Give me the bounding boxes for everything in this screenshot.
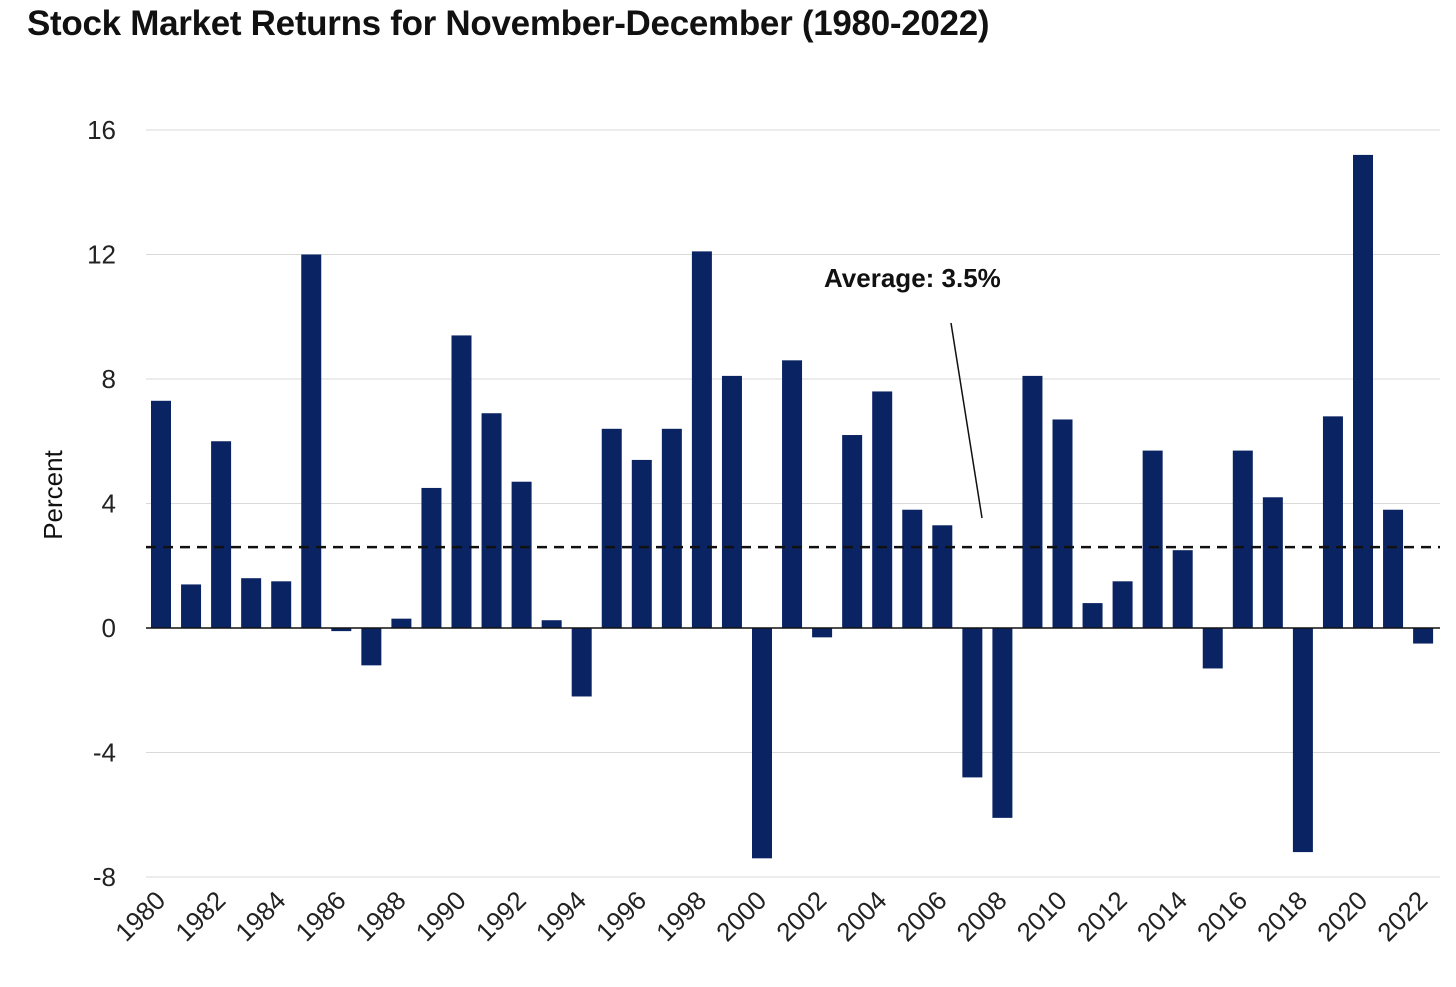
bar-1989 [421, 487, 442, 628]
x-tick-label: 1988 [350, 885, 412, 947]
bar-2007 [962, 628, 983, 778]
bar-2020 [1353, 154, 1373, 628]
bar-1992 [511, 481, 532, 628]
x-axis-ticks: 1980198219841986198819901992199419961998… [109, 885, 1433, 947]
bar-1994 [571, 628, 592, 697]
bar-2021 [1383, 509, 1404, 628]
y-tick-label: -8 [93, 862, 116, 892]
x-tick-label: 1982 [169, 885, 231, 947]
bar-2000 [752, 628, 772, 859]
x-tick-label: 2014 [1131, 885, 1193, 947]
y-tick-label: -4 [93, 738, 116, 768]
annotation-leader-line [950, 322, 983, 519]
bar-1996 [631, 459, 652, 628]
y-tick-label: 8 [102, 364, 116, 394]
bar-2015 [1202, 628, 1223, 669]
bar-2022 [1413, 628, 1434, 644]
bar-2014 [1172, 550, 1193, 628]
bar-1987 [361, 628, 382, 666]
x-tick-label: 2018 [1251, 885, 1313, 947]
y-axis-label: Percent [38, 449, 68, 539]
bar-1983 [241, 578, 262, 628]
x-tick-label: 2002 [770, 885, 832, 947]
x-tick-label: 1998 [650, 885, 712, 947]
x-tick-label: 2012 [1071, 885, 1133, 947]
x-tick-label: 2000 [710, 885, 772, 947]
bar-1980 [151, 400, 171, 628]
bar-2006 [932, 525, 953, 628]
bar-1981 [181, 584, 202, 628]
chart-title: Stock Market Returns for November-Decemb… [27, 4, 990, 43]
bar-2002 [812, 628, 833, 638]
bar-1982 [211, 441, 232, 628]
bar-2018 [1292, 628, 1313, 853]
x-tick-label: 2016 [1191, 885, 1253, 947]
bar-2009 [1022, 375, 1043, 628]
y-axis-ticks: 16 12 8 4 0 -4 -8 [87, 115, 116, 892]
bar-1984 [271, 581, 292, 628]
bar-1999 [721, 375, 742, 628]
bar-2019 [1322, 416, 1343, 628]
bar-2013 [1142, 450, 1163, 628]
x-tick-label: 2020 [1311, 885, 1373, 947]
x-tick-label: 1986 [289, 885, 351, 947]
bar-1986 [331, 628, 352, 632]
x-tick-label: 1996 [590, 885, 652, 947]
y-tick-label: 12 [87, 240, 116, 270]
bar-2011 [1082, 603, 1103, 628]
bar-2012 [1112, 581, 1133, 628]
y-tick-label: 0 [102, 613, 116, 643]
y-tick-label: 16 [87, 115, 116, 145]
bar-1985 [301, 254, 322, 628]
bar-1991 [481, 413, 502, 628]
bar-1997 [661, 428, 682, 628]
x-tick-label: 2006 [890, 885, 952, 947]
bar-2003 [842, 435, 863, 628]
bar-2001 [782, 360, 803, 628]
x-tick-label: 2022 [1371, 885, 1433, 947]
bars [151, 154, 1434, 859]
bar-1995 [601, 428, 622, 628]
x-tick-label: 1980 [109, 885, 171, 947]
x-tick-label: 2004 [830, 885, 892, 947]
bar-1988 [391, 618, 412, 628]
bar-2005 [902, 509, 923, 628]
x-tick-label: 1984 [229, 885, 291, 947]
y-tick-label: 4 [102, 489, 116, 519]
bar-1990 [451, 335, 472, 628]
x-tick-label: 1990 [410, 885, 472, 947]
x-tick-label: 2008 [951, 885, 1013, 947]
bar-2016 [1232, 450, 1253, 628]
bar-2017 [1262, 497, 1283, 628]
x-tick-label: 1992 [470, 885, 532, 947]
bar-2008 [992, 628, 1013, 818]
x-tick-label: 2010 [1011, 885, 1073, 947]
bar-2010 [1052, 419, 1073, 628]
bar-2004 [872, 391, 893, 628]
average-annotation: Average: 3.5% [824, 263, 1001, 293]
bar-1993 [541, 620, 562, 628]
bar-1998 [691, 251, 712, 628]
x-tick-label: 1994 [530, 885, 592, 947]
